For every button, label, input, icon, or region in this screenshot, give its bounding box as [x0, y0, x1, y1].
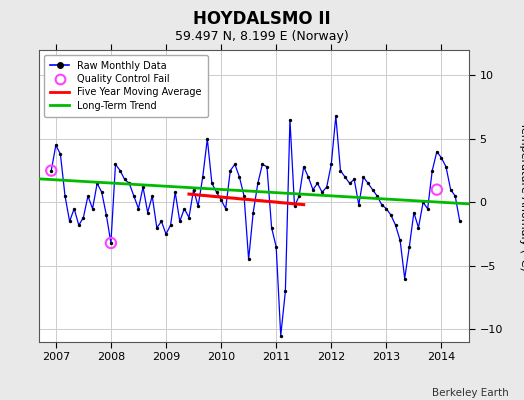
Point: [400, 275, 409, 282]
Text: Berkeley Earth: Berkeley Earth: [432, 388, 508, 398]
Point: [405, 244, 413, 250]
Point: [300, 164, 308, 170]
Legend: Raw Monthly Data, Quality Control Fail, Five Year Moving Average, Long-Term Tren: Raw Monthly Data, Quality Control Fail, …: [44, 55, 208, 117]
Point: [414, 224, 423, 231]
Point: [185, 214, 193, 221]
Point: [56, 151, 64, 157]
Point: [249, 209, 257, 216]
Point: [277, 332, 285, 339]
Point: [423, 206, 432, 212]
Point: [290, 203, 299, 209]
Point: [130, 193, 138, 199]
Point: [47, 168, 56, 174]
Point: [345, 180, 354, 186]
Point: [180, 206, 189, 212]
Point: [61, 193, 69, 199]
Point: [433, 148, 441, 155]
Point: [410, 209, 418, 216]
Point: [442, 164, 450, 170]
Point: [373, 193, 381, 199]
Point: [217, 197, 225, 203]
Point: [437, 155, 445, 161]
Point: [157, 218, 166, 224]
Point: [433, 186, 441, 193]
Point: [97, 189, 106, 195]
Point: [116, 168, 124, 174]
Point: [152, 224, 161, 231]
Point: [212, 189, 221, 195]
Point: [359, 174, 367, 180]
Point: [74, 222, 83, 228]
Point: [93, 180, 101, 186]
Point: [446, 186, 455, 193]
Point: [84, 193, 92, 199]
Point: [194, 203, 202, 209]
Point: [171, 189, 179, 195]
Point: [244, 256, 253, 263]
Point: [125, 180, 134, 186]
Point: [419, 199, 427, 206]
Point: [167, 222, 175, 228]
Point: [52, 142, 60, 148]
Point: [364, 180, 372, 186]
Point: [281, 288, 290, 294]
Point: [313, 180, 322, 186]
Point: [189, 186, 198, 193]
Point: [327, 161, 335, 168]
Point: [263, 164, 271, 170]
Point: [387, 212, 395, 218]
Point: [258, 161, 267, 168]
Point: [240, 193, 248, 199]
Point: [199, 174, 207, 180]
Point: [254, 180, 262, 186]
Point: [47, 168, 56, 174]
Point: [451, 193, 460, 199]
Y-axis label: Temperature Anomaly (°C): Temperature Anomaly (°C): [519, 122, 524, 270]
Point: [70, 206, 79, 212]
Point: [295, 193, 303, 199]
Point: [391, 222, 400, 228]
Point: [231, 161, 239, 168]
Point: [428, 168, 436, 174]
Point: [107, 240, 115, 246]
Point: [148, 193, 157, 199]
Point: [272, 244, 280, 250]
Point: [208, 180, 216, 186]
Point: [318, 189, 326, 195]
Point: [455, 218, 464, 224]
Point: [134, 206, 143, 212]
Point: [79, 214, 88, 221]
Point: [111, 161, 119, 168]
Point: [309, 186, 317, 193]
Point: [304, 174, 312, 180]
Point: [162, 231, 170, 237]
Point: [235, 174, 244, 180]
Point: [121, 176, 129, 183]
Point: [102, 212, 111, 218]
Point: [368, 186, 377, 193]
Point: [66, 218, 74, 224]
Text: HOYDALSMO II: HOYDALSMO II: [193, 10, 331, 28]
Point: [139, 184, 147, 190]
Point: [382, 206, 390, 212]
Point: [332, 113, 340, 119]
Point: [322, 184, 331, 190]
Point: [341, 174, 349, 180]
Point: [89, 206, 97, 212]
Point: [203, 136, 212, 142]
Point: [176, 218, 184, 224]
Point: [286, 117, 294, 123]
Point: [355, 202, 363, 208]
Point: [378, 202, 386, 208]
Point: [396, 237, 405, 244]
Point: [107, 240, 115, 246]
Point: [336, 168, 345, 174]
Point: [267, 224, 276, 231]
Point: [350, 176, 358, 183]
Point: [222, 206, 230, 212]
Text: 59.497 N, 8.199 E (Norway): 59.497 N, 8.199 E (Norway): [175, 30, 349, 43]
Point: [144, 209, 152, 216]
Point: [226, 168, 234, 174]
